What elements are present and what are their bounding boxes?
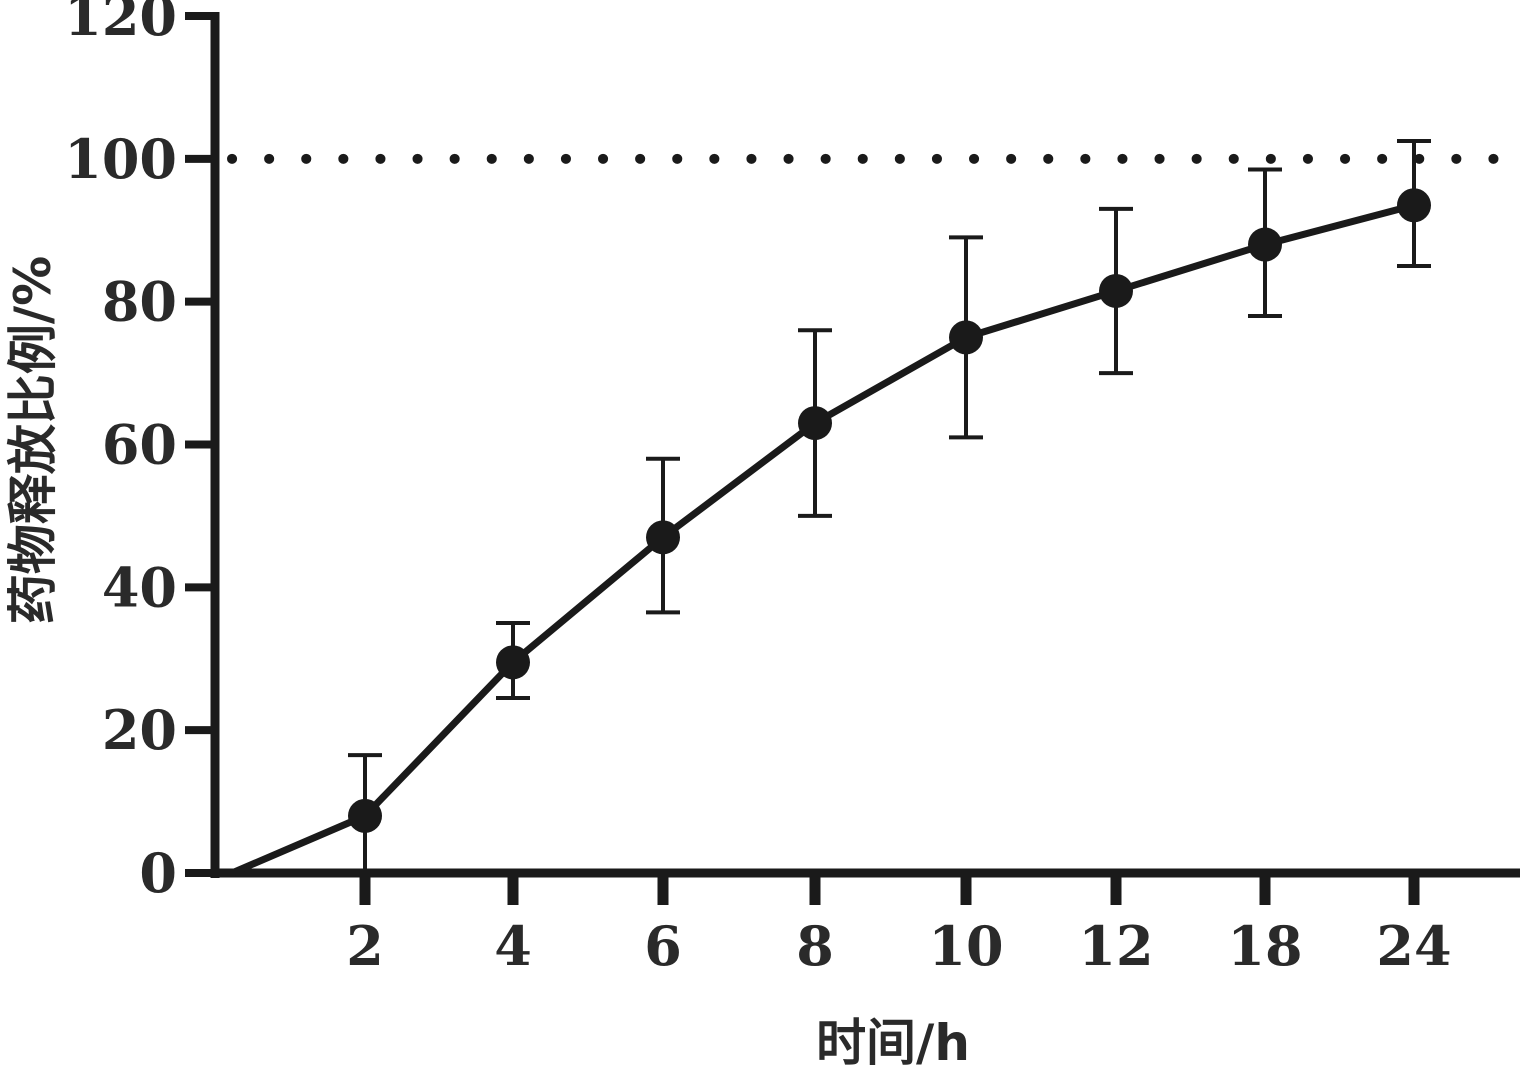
data-point-6 — [646, 520, 680, 555]
y-tick-label-40: 40 — [102, 555, 177, 619]
y-tick-label-60: 60 — [102, 413, 177, 477]
data-point-24 — [1397, 188, 1431, 223]
x-tick-label-18: 18 — [1227, 914, 1302, 978]
axes-layer — [185, 12, 1520, 905]
data-point-12 — [1099, 273, 1133, 308]
data-point-18 — [1248, 227, 1282, 262]
y-tick-label-120: 120 — [64, 0, 177, 48]
x-tick-label-6: 6 — [644, 914, 682, 978]
x-tick-label-12: 12 — [1078, 914, 1153, 978]
y-axis-title: 药物释放比例/% — [4, 256, 62, 624]
x-tick-label-8: 8 — [796, 914, 834, 978]
y-tick-label-0: 0 — [139, 841, 177, 905]
y-tick-label-20: 20 — [102, 698, 177, 762]
series-layer — [228, 138, 1431, 877]
data-point-10 — [949, 320, 983, 355]
data-point-2 — [348, 798, 382, 833]
y-tick-label-80: 80 — [102, 270, 177, 334]
x-tick-label-10: 10 — [928, 914, 1003, 978]
x-axis-title: 时间/h — [816, 1014, 970, 1069]
x-tick-label-4: 4 — [494, 914, 532, 978]
x-tick-label-24: 24 — [1376, 914, 1451, 978]
x-tick-label-2: 2 — [346, 914, 384, 978]
y-tick-label-100: 100 — [64, 127, 177, 191]
data-point-8 — [798, 406, 832, 441]
data-point-4 — [496, 645, 530, 680]
series-line — [228, 201, 1418, 877]
